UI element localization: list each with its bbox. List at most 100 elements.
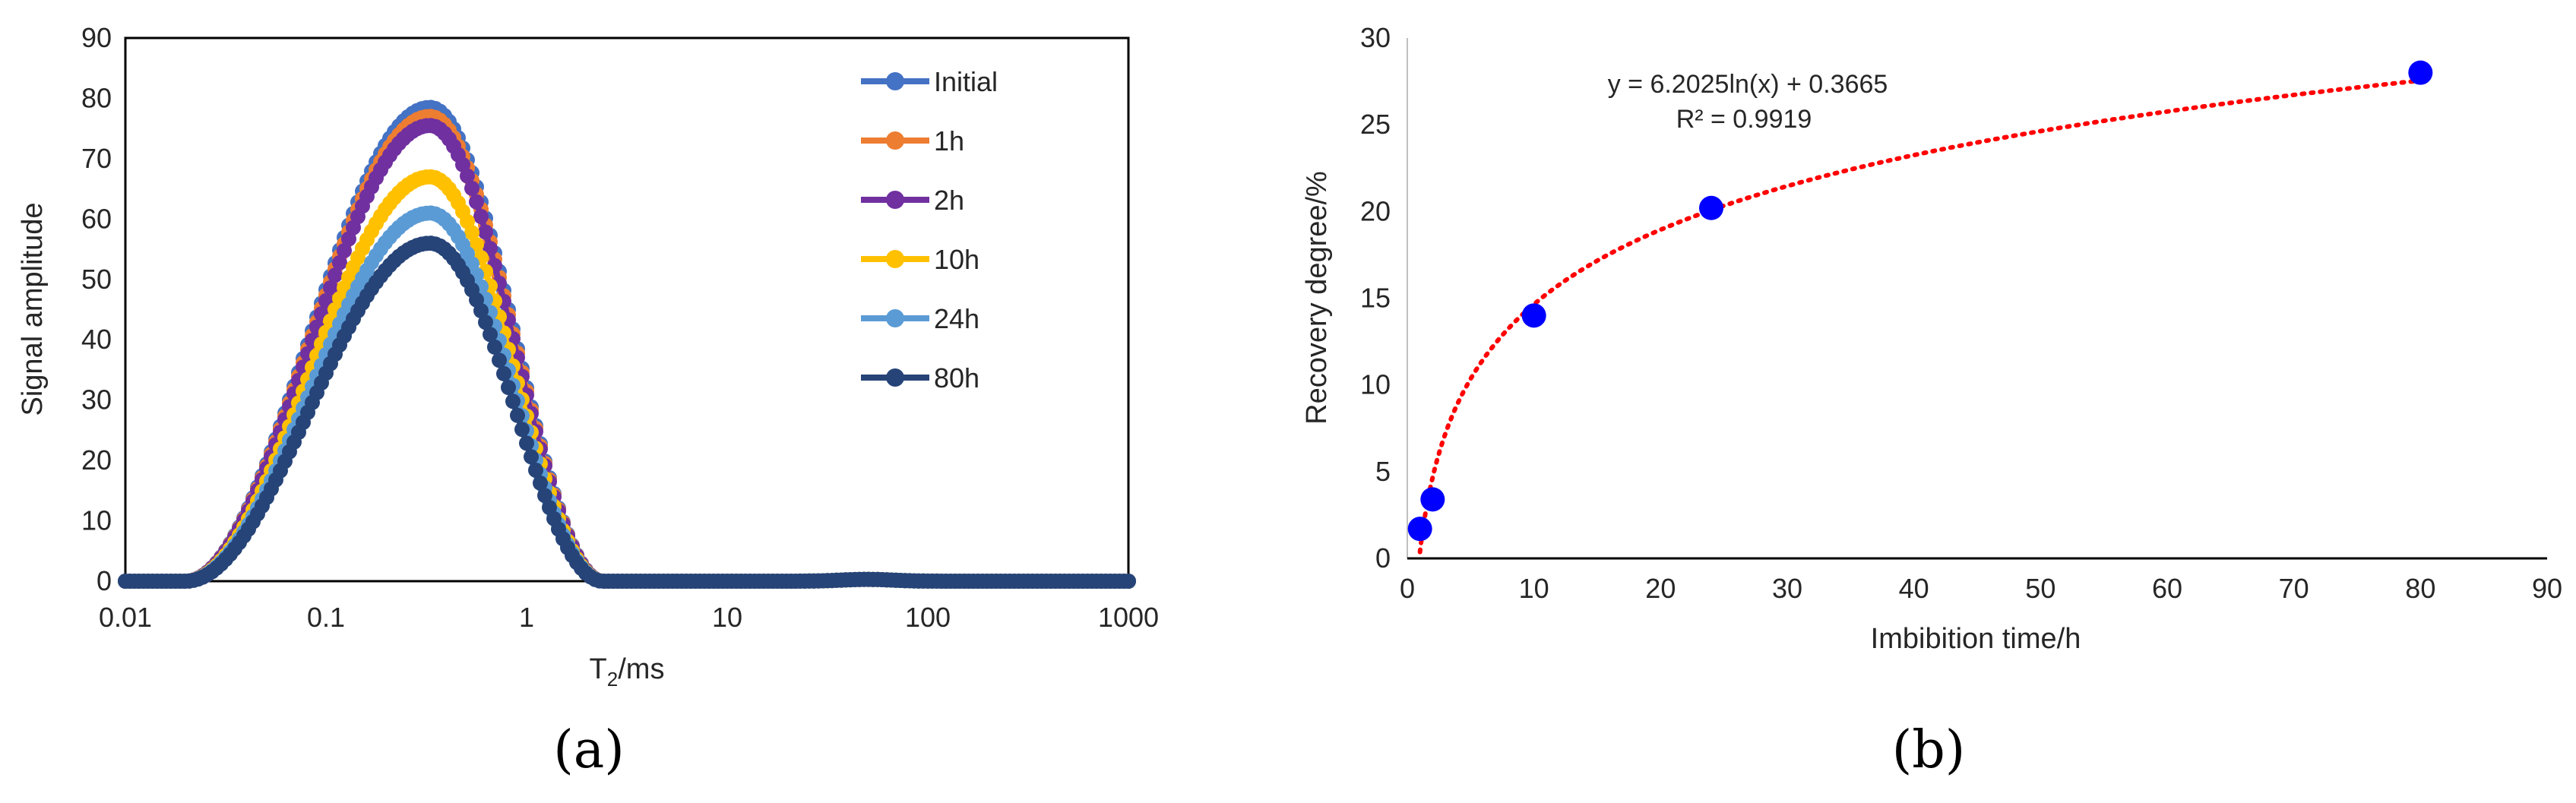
chart-a-x-tick-labels: 0.01 0.1 1 10 100 1000	[99, 602, 1159, 633]
chart-b-equation: y = 6.2025ln(x) + 0.3665	[1608, 70, 1888, 99]
chart-a-legend-marker	[886, 309, 904, 327]
chart-b-r-squared: R² = 0.9919	[1676, 105, 1812, 134]
chart-a-data-point	[533, 475, 548, 491]
chart-a-y-tick-labels: 0 10 20 30 40 50 60 70 80 90	[81, 22, 112, 596]
chart-a-y-tick-label: 10	[81, 505, 112, 536]
chart-a-data-point	[478, 224, 493, 240]
chart-a-y-tick-label: 90	[81, 22, 112, 53]
chart-a-data-point	[460, 168, 475, 184]
chart-a-data-point	[505, 394, 521, 409]
chart-a-legend-marker	[886, 250, 904, 268]
chart-a-legend-marker	[886, 131, 904, 150]
chart-a-x-tick-label: 100	[905, 602, 951, 633]
chart-b-x-tick-label: 60	[2152, 573, 2182, 604]
chart-a-x-tick-label: 0.1	[307, 602, 345, 633]
chart-a-data-point	[483, 327, 498, 343]
chart-a-x-tick-label: 1	[519, 602, 534, 633]
chart-a-panel-label: (a)	[553, 720, 625, 780]
chart-b-data-point	[1407, 517, 1432, 542]
chart-a-data-point	[464, 180, 479, 196]
chart-a-data-point	[501, 380, 516, 395]
chart-a-series-10h	[118, 169, 1136, 589]
chart-b-x-tick-label: 80	[2405, 573, 2435, 604]
chart-b-y-tick-label: 15	[1360, 283, 1391, 314]
chart-a-data-point	[1121, 574, 1136, 589]
chart-a-series-initial	[118, 100, 1136, 589]
chart-b-data-point	[1521, 303, 1546, 328]
chart-a-legend-marker	[886, 368, 904, 387]
chart-a-legend-label: Initial	[934, 66, 998, 97]
chart-a-data-point	[487, 339, 502, 355]
chart-b-trendline	[1417, 78, 2423, 555]
chart-a-legend-label: 1h	[934, 125, 964, 156]
chart-a-y-tick-label: 80	[81, 82, 112, 113]
chart-a-x-tick-label: 1000	[1098, 602, 1159, 633]
chart-a-series-line	[125, 240, 1128, 584]
chart-a-y-tick-label: 0	[97, 565, 112, 596]
chart-a-data-point	[332, 254, 347, 270]
chart-a-legend-label: 10h	[934, 244, 979, 275]
chart-a-series-2h	[118, 118, 1136, 589]
chart-a-y-tick-label: 70	[81, 143, 112, 174]
chart-a-data-point	[528, 462, 543, 478]
chart-a-data-point	[473, 303, 489, 318]
chart-a-series-group	[118, 100, 1136, 589]
chart-b-y-tick-label: 5	[1375, 456, 1391, 487]
chart-b-data-point	[2408, 60, 2433, 85]
chart-a-data-point	[473, 209, 489, 224]
chart-a-legend-item: Initial	[861, 66, 998, 97]
chart-b-x-axis-label: Imbibition time/h	[1871, 623, 2081, 655]
chart-a-data-point	[492, 352, 507, 368]
chart-a-series-80h	[118, 236, 1136, 589]
chart-b-y-tick-label: 0	[1375, 542, 1391, 574]
chart-a-data-point	[514, 422, 530, 438]
chart-b-y-axis-label: Recovery degree/%	[1301, 171, 1333, 425]
chart-a-data-point	[337, 243, 352, 258]
chart-b-x-tick-label: 90	[2532, 573, 2562, 604]
chart-b-data-point	[1420, 487, 1445, 512]
chart-b-x-tick-label: 70	[2279, 573, 2309, 604]
chart-a-legend-item: 80h	[861, 362, 979, 394]
chart-b-y-tick-label: 25	[1360, 109, 1391, 140]
chart-a-legend-label: 24h	[934, 303, 979, 334]
chart-a-data-point	[537, 488, 552, 504]
chart-b-x-tick-label: 30	[1772, 573, 1802, 604]
chart-a-data-point	[510, 407, 525, 423]
chart-a-data-point	[496, 365, 511, 381]
chart-a-series-1h	[118, 109, 1136, 589]
chart-a-legend-item: 2h	[861, 185, 964, 216]
chart-a-legend-marker	[886, 191, 904, 209]
chart-a-x-tick-label: 10	[712, 602, 742, 633]
chart-b-points	[1407, 60, 2433, 542]
chart-a-y-tick-label: 20	[81, 444, 112, 476]
chart-a-legend-item: 24h	[861, 303, 979, 334]
chart-a-data-point	[478, 315, 493, 330]
chart-b-y-tick-label: 20	[1360, 195, 1391, 226]
chart-a-legend: Initial 1h 2h 10h 24h 80h	[861, 66, 998, 394]
chart-a-y-axis-label: Signal amplitude	[17, 203, 49, 416]
chart-a-data-point	[524, 449, 539, 465]
chart-a-series-line	[125, 122, 1128, 584]
chart-a-x-axis-label: T2/ms	[590, 653, 665, 691]
chart-a-legend-item: 10h	[861, 244, 979, 275]
chart-b-panel-label: (b)	[1892, 720, 1966, 780]
chart-b: 0 5 10 15 20 25 30 0 10 20 30 40 50 60 70 80 90 y = 6.2…	[1301, 22, 2562, 780]
chart-a-y-tick-label: 30	[81, 384, 112, 416]
chart-a-y-tick-label: 40	[81, 324, 112, 355]
chart-a-legend-label: 80h	[934, 362, 979, 394]
chart-b-y-tick-labels: 0 5 10 15 20 25 30	[1360, 22, 1391, 574]
chart-a-y-tick-label: 60	[81, 203, 112, 234]
chart-b-y-tick-label: 10	[1360, 369, 1391, 400]
chart-a-series-line	[125, 113, 1128, 584]
chart-a-data-point	[464, 225, 479, 241]
chart-a: 0 10 20 30 40 50 60 70 80 90 0.01 0.1 1 10 100 1000 In…	[17, 22, 1159, 780]
chart-b-x-tick-labels: 0 10 20 30 40 50 60 70 80 90	[1400, 573, 2562, 604]
chart-b-x-tick-label: 40	[1899, 573, 1929, 604]
chart-a-series-line	[125, 104, 1128, 584]
chart-a-series-24h	[118, 205, 1136, 589]
chart-a-y-tick-label: 50	[81, 264, 112, 295]
chart-a-x-tick-label: 0.01	[99, 602, 152, 633]
chart-b-x-tick-label: 20	[1645, 573, 1676, 604]
chart-b-x-tick-label: 10	[1519, 573, 1549, 604]
